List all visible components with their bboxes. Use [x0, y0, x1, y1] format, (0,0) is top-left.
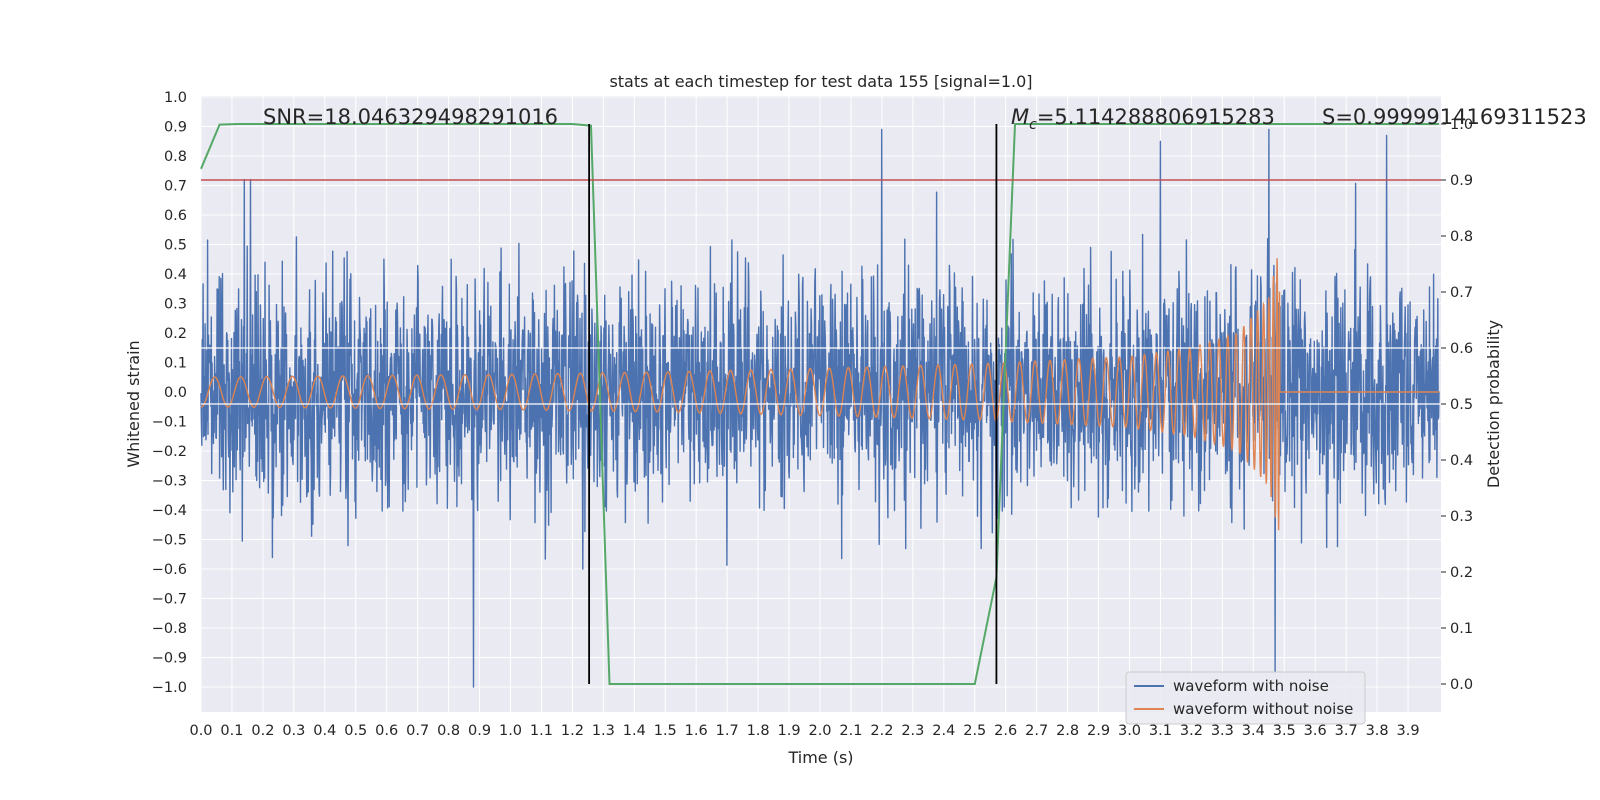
x-tick-label: 1.1 — [530, 723, 553, 739]
x-tick-label: 1.9 — [778, 723, 801, 739]
series-detection-probability — [200, 123, 1439, 685]
y2-tick-label: 0.5 — [1450, 397, 1473, 413]
y-tick-label: −0.1 — [152, 415, 187, 431]
x-tick-label: 2.2 — [870, 723, 893, 739]
x-tick-label: 1.6 — [685, 723, 708, 739]
x-tick-label: 2.4 — [932, 723, 955, 739]
x-tick-label: 0.1 — [220, 723, 243, 739]
y-tick-label: 0.1 — [164, 356, 187, 372]
y2-tick-label: 0.2 — [1450, 565, 1473, 581]
x-tick-label: 1.2 — [561, 723, 584, 739]
y-tick-label: −0.3 — [152, 474, 187, 490]
x-tick-label: 0.3 — [282, 723, 305, 739]
x-tick-label: 3.3 — [1211, 723, 1234, 739]
chart-title: stats at each timestep for test data 155… — [609, 72, 1032, 91]
y-tick-label: −0.5 — [152, 533, 187, 549]
y-tick-label: 0.3 — [164, 297, 187, 313]
legend-box — [1125, 671, 1366, 725]
y2-tick-label: 0.3 — [1450, 509, 1473, 525]
legend-label-clean: waveform without noise — [1173, 700, 1353, 718]
x-tick-label: 2.9 — [1087, 723, 1110, 739]
y2-tick-label: 0.8 — [1450, 229, 1473, 245]
x-axis-label: Time (s) — [787, 748, 853, 767]
reference-lines — [201, 124, 1441, 684]
y-tick-label: 1.0 — [164, 90, 187, 106]
y-tick-label: −1.0 — [152, 680, 187, 696]
y-tick-label: −0.2 — [152, 444, 187, 460]
y-tick-label: −0.8 — [152, 621, 187, 637]
x-tick-label: 0.6 — [375, 723, 398, 739]
mc-value: =5.114288806915283 — [1037, 105, 1275, 129]
x-tick-label: 1.4 — [623, 723, 646, 739]
x-tick-label: 2.6 — [994, 723, 1017, 739]
s-annotation: S=0.9999914169311523 — [1322, 105, 1587, 129]
x-tick-label: 2.7 — [1025, 723, 1048, 739]
y-tick-label: 0.8 — [164, 149, 187, 165]
x-tick-label: 0.7 — [406, 723, 429, 739]
y-tick-label: 0.0 — [164, 385, 187, 401]
x-tick-label: 0.5 — [344, 723, 367, 739]
series-waveform-with-noise — [200, 128, 1440, 688]
x-tick-label: 1.7 — [716, 723, 739, 739]
snr-annotation: SNR=18.046329498291016 — [263, 105, 558, 129]
x-tick-label: 3.6 — [1304, 723, 1327, 739]
y-tick-label: 0.4 — [164, 267, 187, 283]
y2-axis-label: Detection probability — [1484, 320, 1503, 488]
series-layer — [200, 123, 1440, 688]
x-tick-label: 3.4 — [1242, 723, 1265, 739]
x-tick-label: 3.0 — [1118, 723, 1141, 739]
tick-labels: 0.0 0.1 0.2 0.3 0.4 0.5 0.6 0.7 0.8 0.9 1.0 1.1 1.2 1… — [152, 90, 1473, 739]
x-tick-label: 3.5 — [1273, 723, 1296, 739]
y-tick-label: −0.6 — [152, 562, 187, 578]
legend: waveform with noise waveform without noi… — [1125, 671, 1366, 725]
mc-subscript: c — [1029, 117, 1037, 133]
y2-tick-label: 0.9 — [1450, 173, 1473, 189]
x-tick-label: 2.1 — [839, 723, 862, 739]
series-waveform-without-noise — [200, 258, 1439, 531]
x-tick-label: 2.3 — [901, 723, 924, 739]
mc-symbol: M — [1011, 105, 1029, 129]
x-tick-label: 0.8 — [437, 723, 460, 739]
y2-tick-label: 0.6 — [1450, 341, 1473, 357]
y-tick-label: 0.9 — [164, 120, 187, 136]
x-tick-label: 1.3 — [592, 723, 615, 739]
x-tick-label: 0.4 — [313, 723, 336, 739]
x-tick-label: 0.0 — [189, 723, 212, 739]
y2-tick-label: 0.4 — [1450, 453, 1473, 469]
x-tick-label: 0.2 — [251, 723, 274, 739]
y-tick-label: 0.6 — [164, 208, 187, 224]
y-tick-label: −0.7 — [152, 592, 187, 608]
x-tick-label: 3.7 — [1335, 723, 1358, 739]
x-tick-label: 1.8 — [747, 723, 770, 739]
x-tick-label: 2.8 — [1056, 723, 1079, 739]
x-tick-label: 1.0 — [499, 723, 522, 739]
x-tick-label: 3.9 — [1397, 723, 1420, 739]
x-tick-label: 3.1 — [1149, 723, 1172, 739]
y2-tick-label: 0.0 — [1450, 677, 1473, 693]
y2-tick-label: 1.0 — [1450, 117, 1473, 133]
x-tick-label: 3.2 — [1180, 723, 1203, 739]
x-tick-label: 0.9 — [468, 723, 491, 739]
x-tick-label: 2.5 — [963, 723, 986, 739]
x-tick-label: 1.5 — [654, 723, 677, 739]
y2-tick-label: 0.7 — [1450, 285, 1473, 301]
legend-label-noise: waveform with noise — [1173, 677, 1329, 695]
x-tick-label: 2.0 — [808, 723, 831, 739]
y2-tick-label: 0.1 — [1450, 621, 1473, 637]
y-tick-label: 0.5 — [164, 238, 187, 254]
y-axis-label: Whitened strain — [124, 340, 143, 467]
y-tick-label: 0.2 — [164, 326, 187, 342]
mc-annotation: Mc=5.114288806915283 — [1011, 105, 1275, 133]
y-tick-label: 0.7 — [164, 179, 187, 195]
y-tick-label: −0.9 — [152, 651, 187, 667]
x-tick-label: 3.8 — [1366, 723, 1389, 739]
y-tick-label: −0.4 — [152, 503, 187, 519]
